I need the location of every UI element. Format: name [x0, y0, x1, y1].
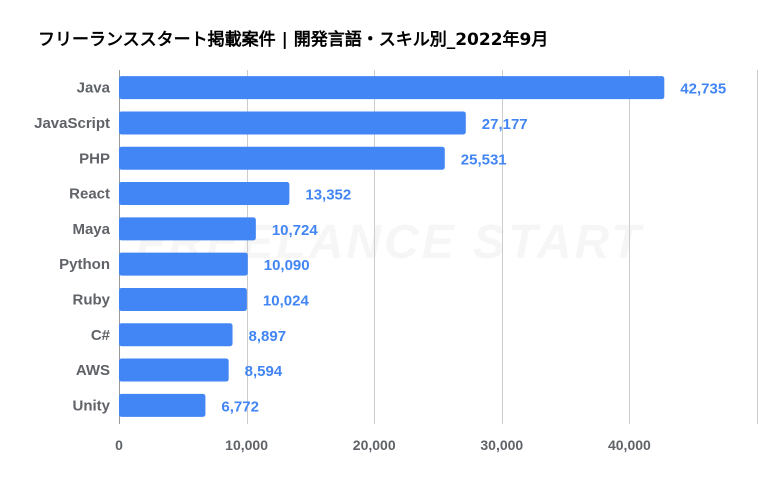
bar	[119, 393, 206, 417]
bar	[119, 252, 248, 276]
category-label: C#	[91, 327, 111, 344]
value-labels: 42,735 27,177 25,531 13,352 10,724 10,090 10,0…	[221, 81, 726, 416]
value-label: 42,735	[680, 81, 726, 98]
bar	[119, 323, 233, 347]
x-tick-label: 0	[115, 437, 123, 453]
value-label: 8,594	[245, 363, 283, 380]
value-label: 10,724	[272, 222, 319, 239]
bar	[119, 182, 290, 206]
x-tick-label: 10,000	[225, 437, 268, 453]
bar	[119, 217, 256, 241]
value-label: 10,024	[263, 292, 310, 309]
category-label: Java	[77, 80, 111, 97]
bar	[119, 76, 665, 100]
category-label: React	[69, 186, 110, 203]
value-label: 8,897	[249, 328, 287, 345]
bars	[119, 76, 665, 417]
x-tick-label: 30,000	[480, 437, 523, 453]
bar	[119, 358, 229, 382]
bar	[119, 287, 247, 311]
category-label: AWS	[76, 362, 110, 379]
x-axis-ticks: 0 10,000 20,000 30,000 40,000	[115, 437, 651, 453]
value-label: 25,531	[461, 151, 507, 168]
category-label: Python	[59, 256, 110, 273]
category-label: Maya	[72, 221, 110, 238]
category-label: Unity	[73, 397, 111, 414]
bar	[119, 146, 445, 170]
category-label: JavaScript	[34, 115, 110, 132]
value-label: 13,352	[305, 187, 351, 204]
x-tick-label: 20,000	[353, 437, 396, 453]
value-label: 10,090	[264, 257, 310, 274]
category-labels: Java JavaScript PHP React Maya Python Ruby C# AW…	[34, 80, 111, 415]
bar	[119, 111, 466, 135]
value-label: 6,772	[221, 398, 259, 415]
x-tick-label: 40,000	[608, 437, 651, 453]
value-label: 27,177	[482, 116, 528, 133]
category-label: PHP	[79, 150, 110, 167]
chart-title: フリーランススタート掲載案件 | 開発言語・スキル別_2022年9月	[38, 29, 548, 50]
category-label: Ruby	[73, 291, 111, 308]
